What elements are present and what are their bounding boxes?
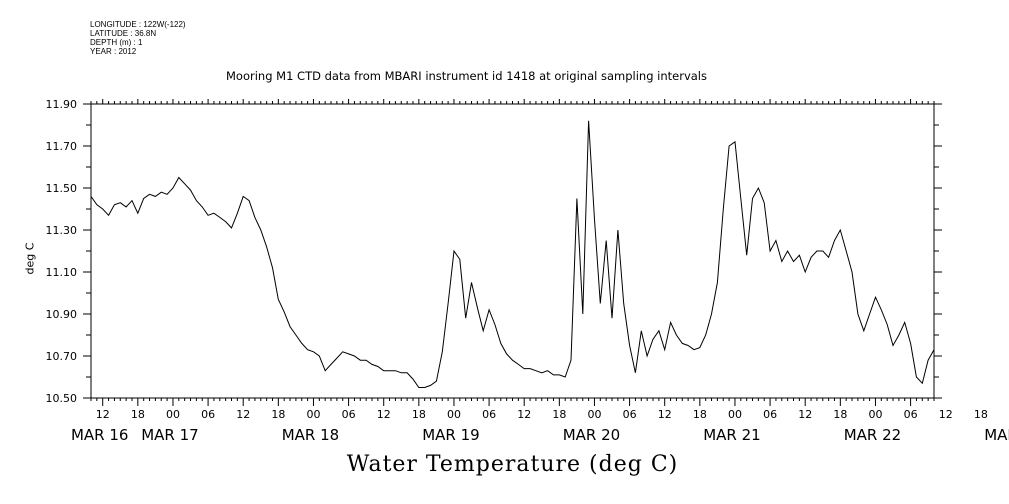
x-axis-label: Water Temperature (deg C) xyxy=(346,452,679,477)
x-hour-label: 12 xyxy=(658,408,672,421)
y-tick-label: 10.90 xyxy=(46,308,78,321)
y-tick-label: 10.70 xyxy=(46,350,78,363)
x-hour-label: 06 xyxy=(904,408,918,421)
x-date-label: MAR 19 xyxy=(422,426,479,444)
latitude-text: LATITUDE : 36.8N xyxy=(90,29,157,38)
y-tick-label: 11.50 xyxy=(46,182,78,195)
x-hour-label: 00 xyxy=(728,408,742,421)
x-hour-label: 06 xyxy=(623,408,637,421)
x-date-label: MAR 22 xyxy=(844,426,901,444)
x-hour-label: 18 xyxy=(412,408,426,421)
x-date-label: MAR 16 xyxy=(71,426,128,444)
x-hour-label: 06 xyxy=(763,408,777,421)
x-date-label: MAR 21 xyxy=(703,426,760,444)
x-date-label: MAR 23 xyxy=(984,426,1009,444)
x-hour-label: 12 xyxy=(939,408,953,421)
x-hour-label: 18 xyxy=(974,408,988,421)
x-hour-label: 12 xyxy=(96,408,110,421)
y-tick-label: 10.50 xyxy=(46,392,78,405)
x-date-label: MAR 20 xyxy=(563,426,620,444)
x-date-label: MAR 18 xyxy=(282,426,339,444)
y-tick-label: 11.30 xyxy=(46,224,78,237)
x-hour-label: 18 xyxy=(833,408,847,421)
x-hour-label: 00 xyxy=(447,408,461,421)
x-hour-label: 06 xyxy=(342,408,356,421)
header-meta: LONGITUDE : 122W(-122) LATITUDE : 36.8N … xyxy=(90,20,186,56)
x-hour-label: 12 xyxy=(517,408,531,421)
x-axis-label-row: Water Temperature (deg C) xyxy=(0,452,1009,477)
x-date-label: MAR 17 xyxy=(141,426,198,444)
x-hour-label: 06 xyxy=(201,408,215,421)
x-hour-label: 18 xyxy=(271,408,285,421)
tick-group xyxy=(83,99,942,406)
depth-text: DEPTH (m) : 1 xyxy=(90,38,143,47)
label-group: 10.50 10.70 10.90 11.10 11.30 11.50 11.70 11.90… xyxy=(46,98,1009,444)
x-hour-label: 00 xyxy=(306,408,320,421)
series-line xyxy=(90,120,935,388)
plot-frame xyxy=(90,103,935,399)
x-hour-label: 00 xyxy=(166,408,180,421)
x-hour-label: 12 xyxy=(377,408,391,421)
x-hour-label: 18 xyxy=(552,408,566,421)
year-text: YEAR : 2012 xyxy=(90,47,137,56)
x-hour-label: 06 xyxy=(482,408,496,421)
chart-title: Mooring M1 CTD data from MBARI instrumen… xyxy=(226,69,707,83)
x-hour-label: 18 xyxy=(693,408,707,421)
x-hour-label: 00 xyxy=(587,408,601,421)
y-tick-label: 11.10 xyxy=(46,266,78,279)
x-hour-label: 00 xyxy=(868,408,882,421)
x-hour-label: 12 xyxy=(236,408,250,421)
x-hour-label: 18 xyxy=(131,408,145,421)
longitude-text: LONGITUDE : 122W(-122) xyxy=(90,20,186,29)
x-hour-label: 12 xyxy=(798,408,812,421)
y-tick-label: 11.90 xyxy=(46,98,78,111)
y-tick-label: 11.70 xyxy=(46,140,78,153)
